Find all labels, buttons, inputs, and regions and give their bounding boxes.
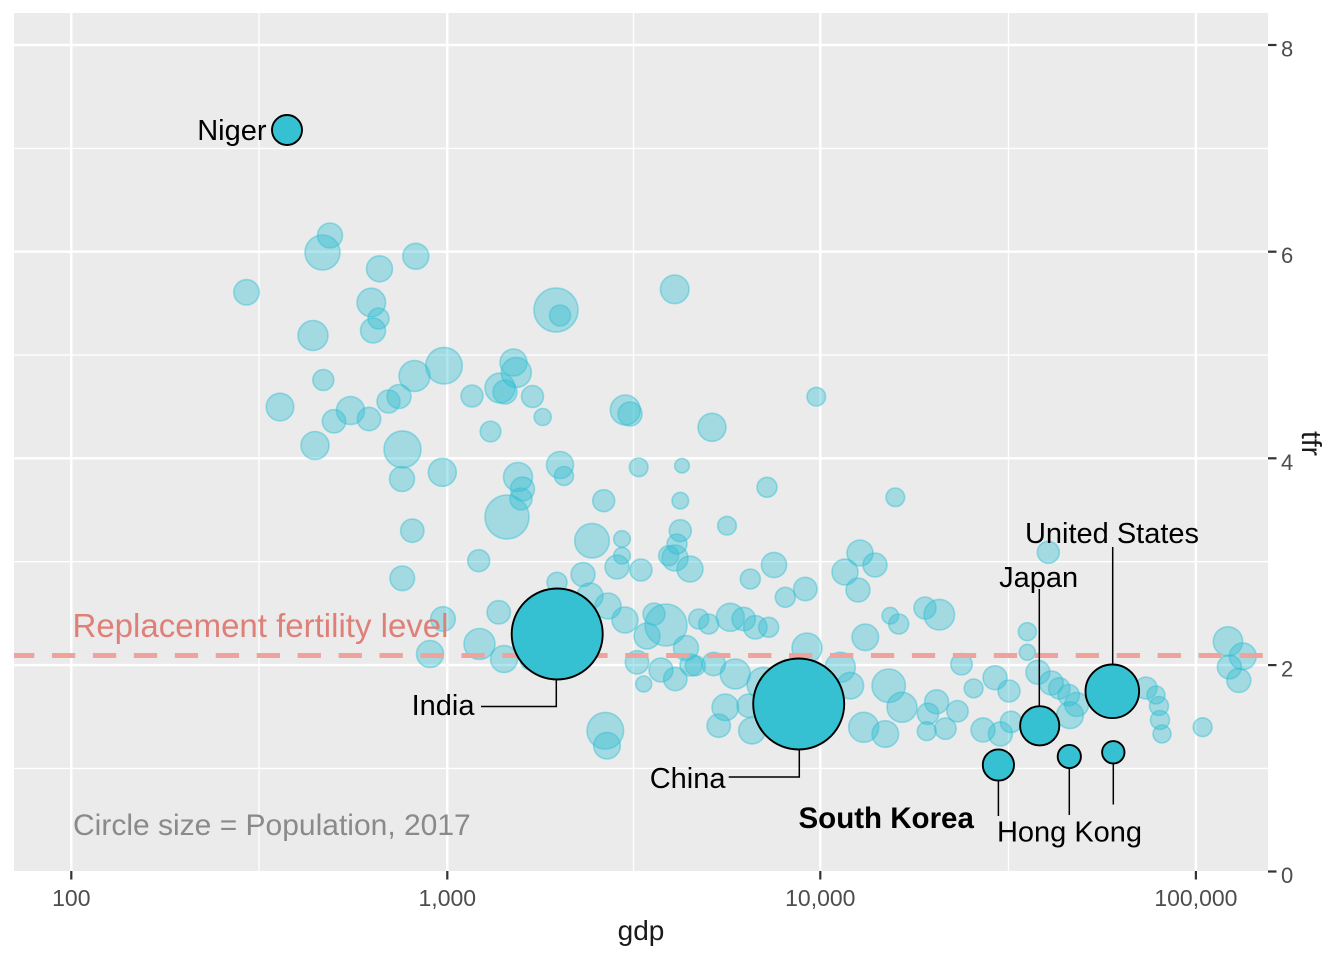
- svg-text:100: 100: [52, 885, 90, 911]
- svg-text:India: India: [412, 690, 476, 722]
- svg-text:Circle size = Population, 2017: Circle size = Population, 2017: [73, 809, 471, 842]
- svg-text:8: 8: [1281, 37, 1293, 62]
- svg-text:2: 2: [1281, 657, 1293, 682]
- svg-text:10,000: 10,000: [785, 885, 855, 911]
- svg-text:4: 4: [1281, 450, 1293, 475]
- svg-text:6: 6: [1281, 243, 1293, 268]
- svg-text:tfr: tfr: [1296, 431, 1327, 456]
- svg-text:China: China: [650, 763, 727, 795]
- svg-text:1,000: 1,000: [419, 885, 477, 911]
- svg-text:Niger: Niger: [197, 115, 267, 147]
- svg-text:South Korea: South Korea: [799, 802, 975, 835]
- svg-text:Replacement fertility level: Replacement fertility level: [73, 607, 449, 644]
- svg-text:0: 0: [1281, 863, 1293, 888]
- svg-text:United States: United States: [1025, 518, 1199, 550]
- svg-text:100,000: 100,000: [1154, 885, 1237, 911]
- svg-text:gdp: gdp: [618, 915, 665, 946]
- svg-text:Japan: Japan: [999, 562, 1078, 594]
- svg-text:Hong Kong: Hong Kong: [997, 817, 1142, 849]
